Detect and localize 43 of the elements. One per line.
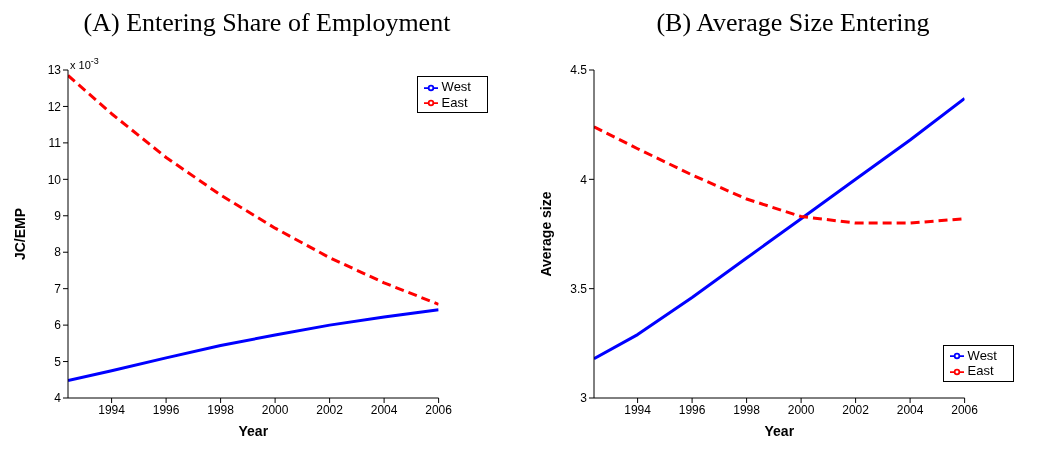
x-tick-label: 2004 (896, 402, 924, 417)
y-axis-title: Average size (537, 191, 554, 277)
y-tick-label: 4.5 (570, 63, 588, 78)
axis-multiplier: x 10$^{-3}$ (70, 58, 99, 71)
line-series (594, 125, 965, 225)
legend-label: East (441, 94, 468, 110)
line-series (68, 73, 439, 306)
x-tick-label: 1996 (152, 402, 180, 417)
y-axis-title: JC/EMP (11, 207, 28, 261)
legend-label: East (967, 363, 994, 379)
y-tick-label: 8 (54, 245, 62, 260)
x-tick-label: 1996 (678, 402, 706, 417)
x-tick-label: 1998 (733, 402, 761, 417)
x-tick-label: 1994 (98, 402, 126, 417)
x-tick-label: 1998 (207, 402, 235, 417)
y-tick-label: 5 (54, 354, 62, 369)
y-tick-label: 3.5 (570, 281, 588, 296)
chart-title: (A) Entering Share of Employment (83, 8, 451, 37)
legend-label: West (967, 347, 997, 363)
y-tick-label: 12 (47, 99, 62, 114)
y-tick-label: 4 (580, 172, 588, 187)
x-tick-label: 2002 (316, 402, 344, 417)
x-tick-label: 2000 (261, 402, 289, 417)
y-tick-label: 6 (54, 318, 62, 333)
line-series (68, 308, 439, 383)
x-tick-label: 2006 (951, 402, 979, 417)
y-tick-label: 3 (580, 391, 588, 406)
x-tick-label: 2000 (787, 402, 815, 417)
y-tick-label: 7 (54, 281, 62, 296)
x-tick-label: 2002 (842, 402, 870, 417)
y-tick-label: 13 (47, 63, 62, 78)
x-tick-label: 1994 (624, 402, 652, 417)
chart-title: (B) Average Size Entering (655, 8, 931, 39)
y-tick-label: 11 (48, 136, 62, 151)
y-tick-label: 10 (47, 172, 62, 187)
line-series (594, 96, 965, 361)
legend-label: West (441, 79, 471, 94)
x-tick-label: 2006 (425, 402, 453, 417)
y-tick-label: 9 (54, 209, 62, 224)
x-tick-label: 2004 (370, 402, 398, 417)
x-axis-title: Year (764, 423, 795, 439)
x-axis-title: Year (238, 423, 269, 439)
y-tick-label: 4 (54, 391, 62, 406)
